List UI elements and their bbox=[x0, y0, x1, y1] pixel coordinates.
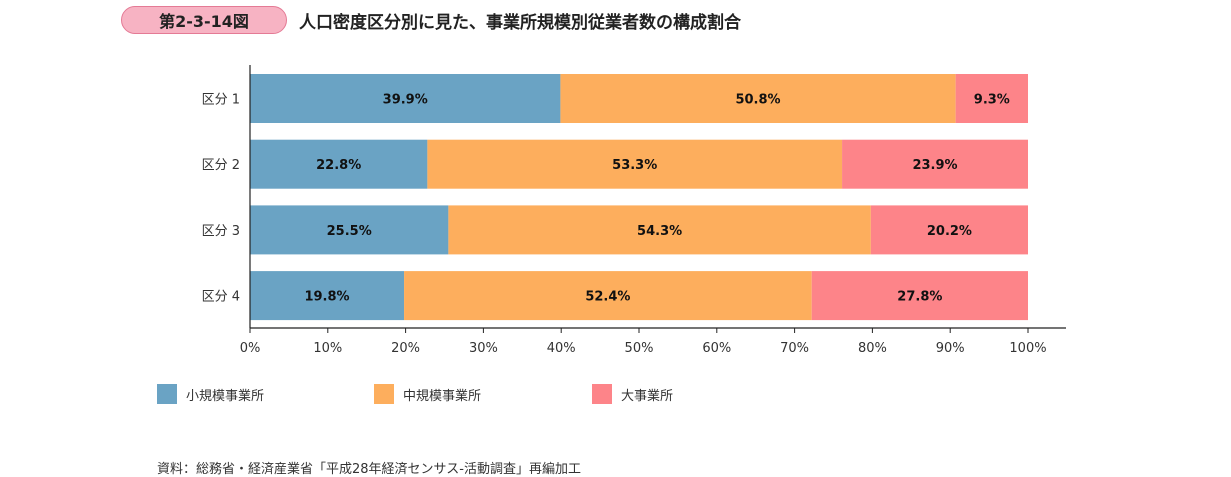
bar-segment bbox=[250, 271, 405, 321]
bar-segment bbox=[955, 74, 1028, 123]
x-tick-label: 70% bbox=[780, 341, 809, 356]
category-label: 区分 2 bbox=[202, 158, 240, 173]
x-tick-label: 100% bbox=[1009, 341, 1046, 356]
legend-swatch-large bbox=[592, 384, 612, 404]
bar-segment bbox=[560, 74, 956, 123]
legend-label-small: 小規模事業所 bbox=[186, 388, 265, 404]
source-note: 資料：総務省・経済産業省「平成28年経済センサス-活動調査」再編加工 bbox=[157, 462, 581, 477]
x-tick-label: 60% bbox=[702, 341, 731, 356]
bar-segment bbox=[250, 205, 449, 255]
data-label: 25.5% bbox=[327, 224, 372, 239]
x-tick-label: 50% bbox=[625, 341, 654, 356]
category-label: 区分 4 bbox=[202, 290, 240, 305]
x-tick-label: 90% bbox=[936, 341, 965, 356]
bar-segment bbox=[404, 271, 812, 321]
data-label: 53.3% bbox=[612, 158, 657, 173]
category-label: 区分 1 bbox=[202, 93, 240, 108]
x-tick-label: 10% bbox=[313, 341, 342, 356]
bar-segment bbox=[870, 205, 1028, 255]
legend-label-medium: 中規模事業所 bbox=[403, 388, 482, 404]
figure-number-badge: 第2-3-14図 bbox=[121, 6, 287, 34]
data-label: 27.8% bbox=[897, 290, 942, 305]
legend-swatch-small bbox=[157, 384, 177, 404]
data-label: 20.2% bbox=[927, 224, 972, 239]
legend-item-large: 大事業所 bbox=[592, 384, 673, 404]
legend-label-large: 大事業所 bbox=[621, 388, 674, 404]
data-label: 23.9% bbox=[912, 158, 957, 173]
x-tick-label: 40% bbox=[547, 341, 576, 356]
chart-title: 人口密度区分別に見た、事業所規模別従業者数の構成割合 bbox=[299, 13, 741, 33]
bar-segment bbox=[811, 271, 1028, 321]
data-label: 50.8% bbox=[735, 93, 780, 108]
data-label: 22.8% bbox=[316, 158, 361, 173]
bar-segment bbox=[250, 74, 561, 123]
data-label: 52.4% bbox=[585, 290, 630, 305]
bar-segment bbox=[427, 139, 843, 189]
bar-segment bbox=[448, 205, 871, 255]
x-tick-label: 30% bbox=[469, 341, 498, 356]
data-label: 39.9% bbox=[383, 93, 428, 108]
x-tick-label: 0% bbox=[240, 341, 261, 356]
data-label: 54.3% bbox=[637, 224, 682, 239]
bar-segment bbox=[842, 139, 1028, 189]
legend-swatch-medium bbox=[374, 384, 394, 404]
legend-item-small: 小規模事業所 bbox=[157, 384, 264, 404]
x-tick-label: 20% bbox=[391, 341, 420, 356]
figure-number: 第2-3-14図 bbox=[159, 12, 249, 31]
category-label: 区分 3 bbox=[202, 224, 240, 239]
legend-item-medium: 中規模事業所 bbox=[374, 384, 481, 404]
bar-segment bbox=[250, 139, 428, 189]
x-tick-label: 80% bbox=[858, 341, 887, 356]
data-label: 9.3% bbox=[974, 93, 1010, 108]
data-label: 19.8% bbox=[304, 290, 349, 305]
